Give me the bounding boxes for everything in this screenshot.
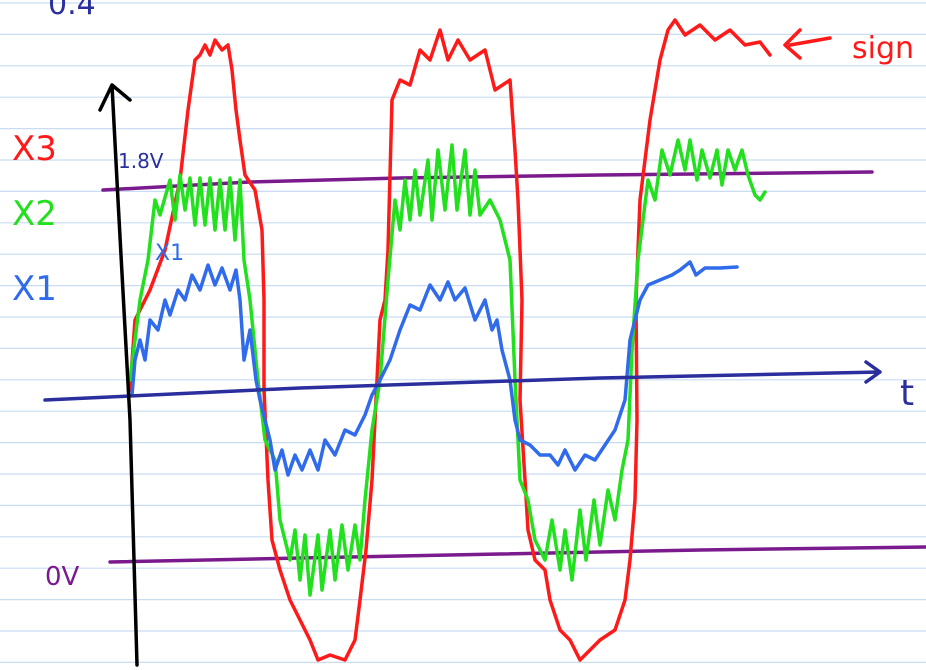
high-level-label: 1.8V (118, 149, 164, 173)
ruled-lines (0, 3, 926, 662)
signal-curve (130, 20, 770, 660)
time-axis (45, 362, 880, 400)
x1-curve-label: X1 (155, 241, 184, 266)
time-label: t (900, 373, 914, 414)
x3-label: X3 (12, 129, 57, 169)
x2-label: X2 (12, 194, 57, 234)
signal-label: sign (852, 31, 914, 66)
top-value: 0.4 (48, 0, 96, 22)
handwritten-note: 0.4 sign X3 X2 X1 X1 1.8V 0V t (0, 0, 926, 670)
x2-curve (130, 140, 765, 595)
low-level-label: 0V (45, 562, 80, 592)
low-level-line (110, 547, 926, 562)
x1-label: X1 (12, 269, 57, 309)
